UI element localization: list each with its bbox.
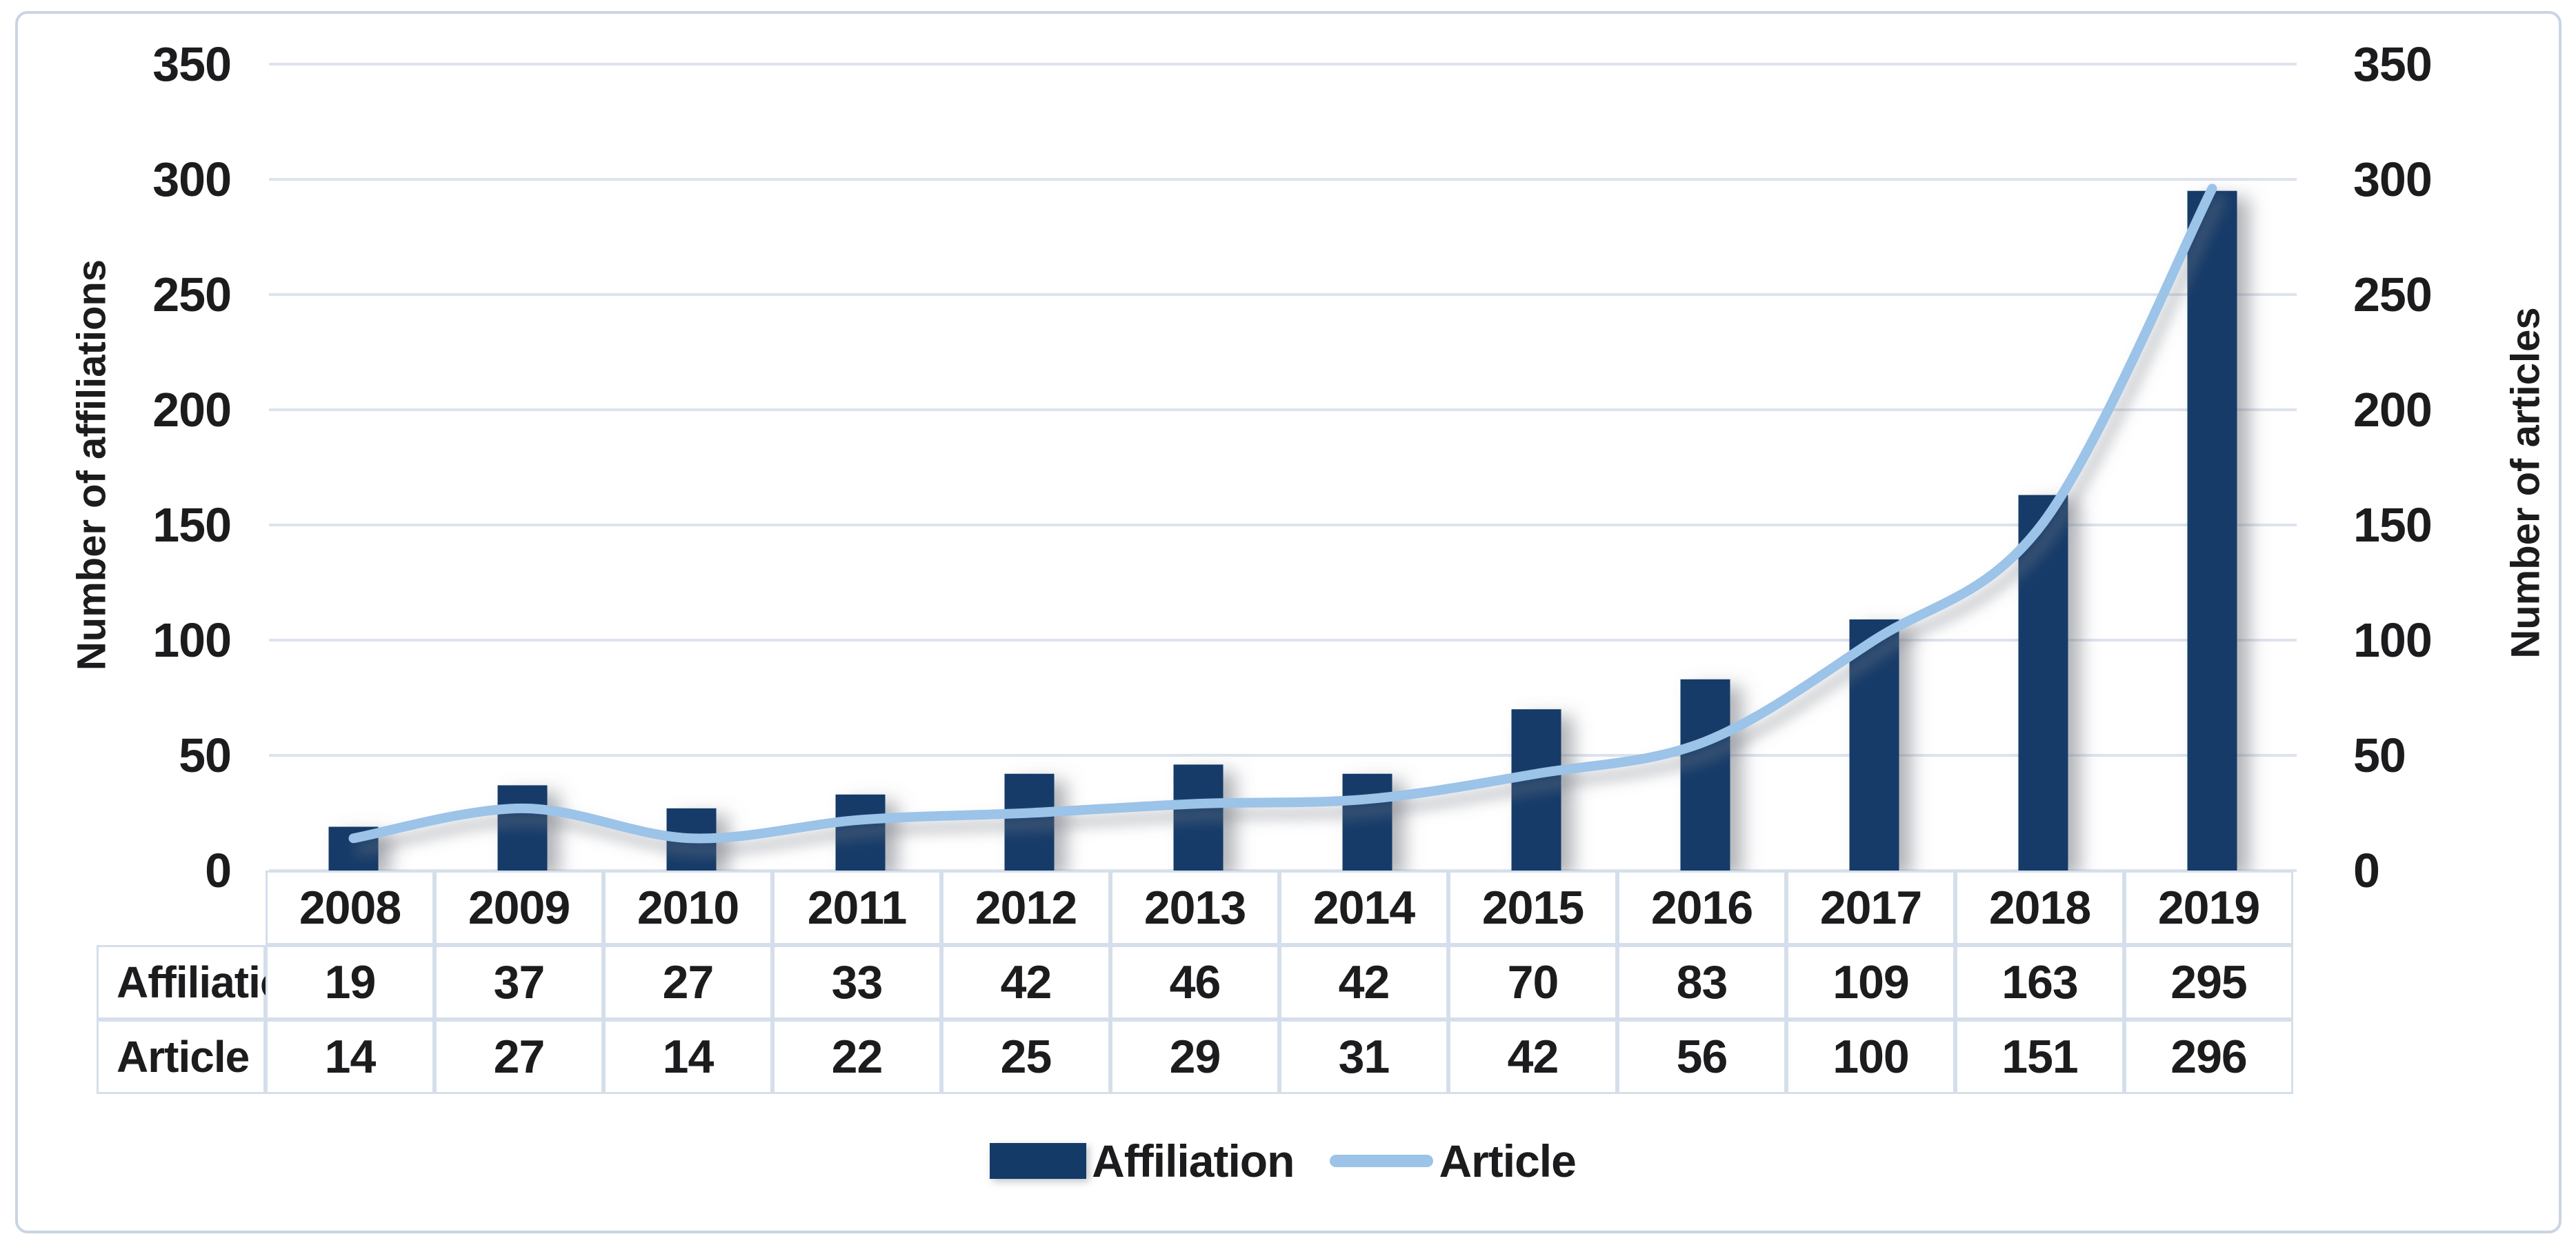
bar-2011 bbox=[835, 794, 886, 871]
table-affiliation-2018: 163 bbox=[1955, 945, 2124, 1020]
right-tick-100: 100 bbox=[2353, 613, 2433, 667]
right-tick-50: 50 bbox=[2353, 728, 2406, 782]
table-affiliation-2016: 83 bbox=[1617, 945, 1786, 1020]
table-year-2009: 2009 bbox=[435, 871, 603, 945]
table-article-2017: 100 bbox=[1786, 1020, 1955, 1094]
legend-bar-swatch bbox=[990, 1143, 1087, 1179]
bar-2014 bbox=[1342, 773, 1392, 871]
table-article-2015: 42 bbox=[1448, 1020, 1617, 1094]
right-tick-150: 150 bbox=[2353, 498, 2433, 552]
bar-2016 bbox=[1680, 679, 1730, 871]
right-tick-0: 0 bbox=[2353, 844, 2380, 897]
table-corner-cell bbox=[97, 871, 266, 945]
table-article-2008: 14 bbox=[266, 1020, 435, 1094]
table-rowlabel-article: Article bbox=[97, 1020, 266, 1094]
table-article-2016: 56 bbox=[1617, 1020, 1786, 1094]
left-axis-title: Number of affiliations bbox=[69, 259, 114, 671]
table-year-2019: 2019 bbox=[2124, 871, 2293, 945]
left-tick-50: 50 bbox=[179, 728, 232, 782]
right-tick-300: 300 bbox=[2353, 152, 2433, 206]
table-article-2019: 296 bbox=[2124, 1020, 2293, 1094]
table-year-2014: 2014 bbox=[1279, 871, 1448, 945]
article-line-path bbox=[348, 183, 2217, 844]
bar-2013 bbox=[1173, 764, 1224, 871]
left-tick-200: 200 bbox=[152, 383, 232, 437]
legend-line-swatch bbox=[1330, 1155, 1434, 1167]
table-rowlabel-affiliation: Affiliation bbox=[97, 945, 313, 1020]
left-tick-250: 250 bbox=[152, 268, 232, 321]
left-tick-350: 350 bbox=[152, 37, 232, 91]
legend-item-article: Article bbox=[1330, 1135, 1577, 1187]
left-tick-0: 0 bbox=[205, 844, 232, 897]
legend-item-affiliation: Affiliation bbox=[990, 1135, 1295, 1187]
left-tick-150: 150 bbox=[152, 498, 232, 552]
bar-2012 bbox=[1004, 773, 1055, 871]
table-year-2013: 2013 bbox=[1110, 871, 1279, 945]
table-affiliation-2012: 42 bbox=[941, 945, 1110, 1020]
table-article-2014: 31 bbox=[1279, 1020, 1448, 1094]
right-tick-350: 350 bbox=[2353, 37, 2433, 91]
right-tick-200: 200 bbox=[2353, 383, 2433, 437]
table-article-2012: 25 bbox=[941, 1020, 1110, 1094]
table-affiliation-2009: 37 bbox=[435, 945, 603, 1020]
table-affiliation-2015: 70 bbox=[1448, 945, 1617, 1020]
table-affiliation-2008: 19 bbox=[266, 945, 435, 1020]
table-affiliation-2014: 42 bbox=[1279, 945, 1448, 1020]
affiliation-bars bbox=[328, 190, 2237, 871]
table-affiliation-2019: 295 bbox=[2124, 945, 2293, 1020]
gridlines bbox=[269, 63, 2297, 872]
article-line bbox=[348, 183, 2217, 844]
table-article-2018: 151 bbox=[1955, 1020, 2124, 1094]
table-year-2017: 2017 bbox=[1786, 871, 1955, 945]
table-affiliation-2011: 33 bbox=[772, 945, 941, 1020]
left-tick-100: 100 bbox=[152, 613, 232, 667]
table-article-2013: 29 bbox=[1110, 1020, 1279, 1094]
table-year-2016: 2016 bbox=[1617, 871, 1786, 945]
table-affiliation-2010: 27 bbox=[603, 945, 772, 1020]
bar-2009 bbox=[497, 785, 548, 871]
right-axis-title: Number of articles bbox=[2503, 307, 2548, 659]
left-tick-300: 300 bbox=[152, 152, 232, 206]
table-affiliation-2017: 109 bbox=[1786, 945, 1955, 1020]
table-year-2010: 2010 bbox=[603, 871, 772, 945]
right-tick-250: 250 bbox=[2353, 268, 2433, 321]
table-article-2010: 14 bbox=[603, 1020, 772, 1094]
bar-2019 bbox=[2187, 190, 2237, 871]
bar-2017 bbox=[1849, 619, 1899, 871]
table-year-2018: 2018 bbox=[1955, 871, 2124, 945]
legend: Affiliation Article bbox=[269, 1123, 2297, 1199]
table-affiliation-2013: 46 bbox=[1110, 945, 1279, 1020]
table-article-2011: 22 bbox=[772, 1020, 941, 1094]
legend-label-affiliation: Affiliation bbox=[1092, 1135, 1295, 1186]
bar-2018 bbox=[2018, 495, 2068, 871]
table-year-2011: 2011 bbox=[772, 871, 941, 945]
table-article-2009: 27 bbox=[435, 1020, 603, 1094]
table-year-2012: 2012 bbox=[941, 871, 1110, 945]
table-year-2015: 2015 bbox=[1448, 871, 1617, 945]
legend-label-article: Article bbox=[1439, 1135, 1576, 1186]
bar-2015 bbox=[1511, 709, 1561, 871]
table-year-2008: 2008 bbox=[266, 871, 435, 945]
data-table: 2008 2009 2010 2011 2012 2013 2014 2015 2016 2017… bbox=[97, 871, 2293, 1094]
